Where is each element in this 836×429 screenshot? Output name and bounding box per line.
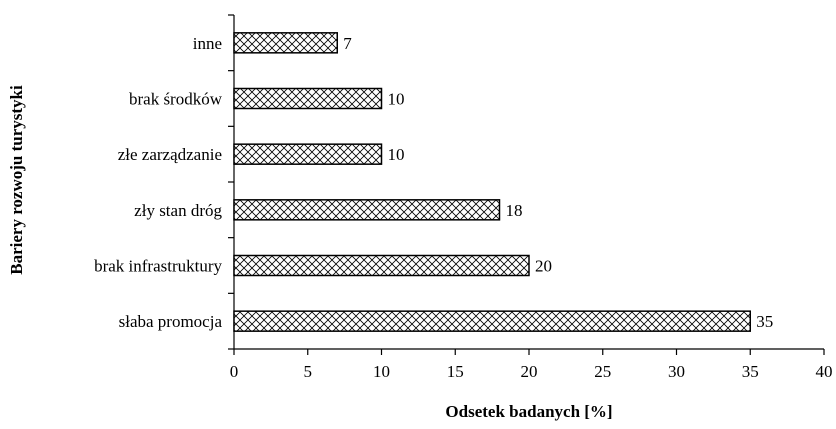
category-label: słaba promocja — [119, 312, 223, 331]
x-tick-label: 10 — [373, 362, 390, 381]
value-label: 10 — [388, 90, 405, 109]
y-axis-title: Bariery rozwoju turystyki — [7, 85, 26, 275]
x-tick-label: 35 — [742, 362, 759, 381]
bar — [233, 143, 383, 165]
x-tick-label: 15 — [447, 362, 464, 381]
bar — [233, 32, 338, 54]
bar — [233, 254, 530, 277]
value-label: 10 — [388, 145, 405, 164]
x-tick-label: 25 — [594, 362, 611, 381]
x-tick-label: 20 — [521, 362, 538, 381]
category-label: inne — [193, 34, 222, 53]
value-label: 18 — [506, 201, 523, 220]
category-label: brak środków — [129, 90, 223, 109]
x-tick-label: 40 — [816, 362, 833, 381]
category-label: złe zarządzanie — [118, 145, 222, 164]
x-tick-label: 0 — [230, 362, 239, 381]
bar — [233, 310, 751, 332]
value-label: 20 — [535, 257, 552, 276]
plot-area: 0 5 10 15 20 25 30 35 40 inne 7 brak środków 10 złe z… — [94, 14, 833, 381]
category-label: brak infrastruktury — [94, 257, 222, 276]
bar — [233, 199, 501, 221]
category-label: zły stan dróg — [134, 201, 222, 220]
bar — [233, 87, 383, 110]
x-tick-label: 5 — [304, 362, 313, 381]
x-axis-title: Odsetek badanych [%] — [445, 402, 612, 421]
value-label: 7 — [343, 34, 352, 53]
x-tick-label: 30 — [668, 362, 685, 381]
value-label: 35 — [756, 312, 773, 331]
